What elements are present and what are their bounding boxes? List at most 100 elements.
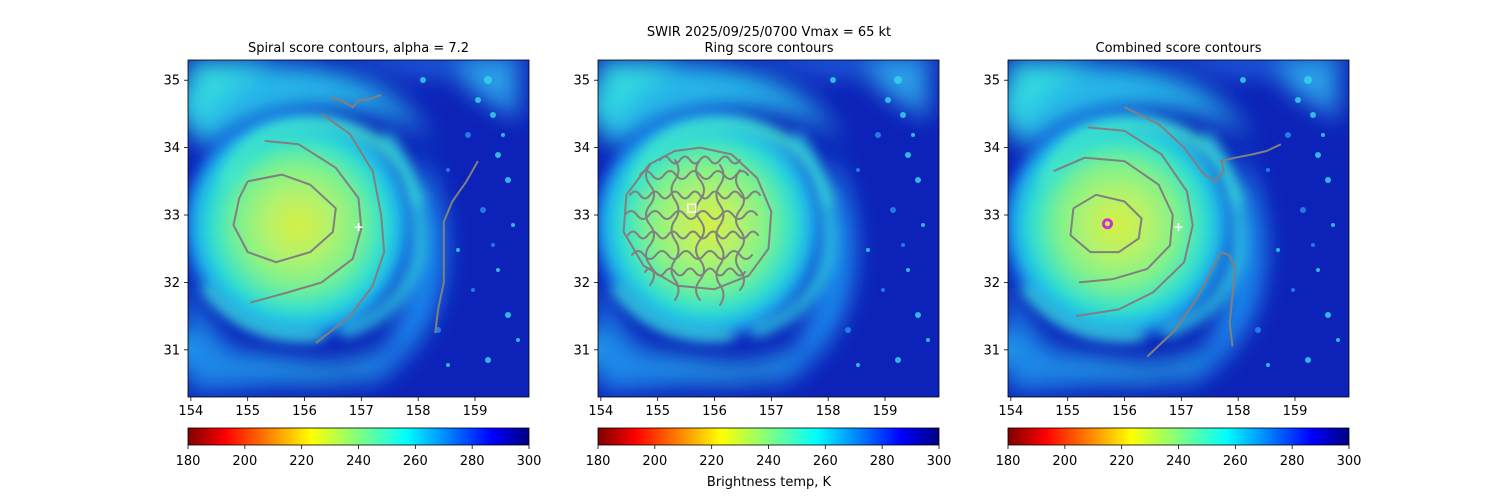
x-tick-label: 158 xyxy=(406,404,431,419)
colorbar-tick-label: 260 xyxy=(403,454,428,469)
y-tick-label: 31 xyxy=(163,343,180,358)
colorbar-ticks: 180 200 220 240 260 280 300 xyxy=(996,445,1362,469)
colorbar-tick-label: 240 xyxy=(1166,454,1191,469)
axes-frame xyxy=(1007,59,1350,398)
contour-outer-arc xyxy=(1076,126,1194,318)
contour-outer-arc xyxy=(315,113,386,344)
y-tick-label: 34 xyxy=(163,141,180,156)
x-tick-label: 159 xyxy=(463,404,488,419)
contour-lower-right-line xyxy=(1146,251,1237,358)
y-tick-label: 32 xyxy=(573,276,590,291)
contour-inner-ring xyxy=(1069,193,1143,254)
colorbar-tick-label: 300 xyxy=(517,454,542,469)
contour-group xyxy=(232,94,479,344)
x-tick-label: 154 xyxy=(178,404,203,419)
x-tick-label: 155 xyxy=(235,404,260,419)
center-plus-marker xyxy=(1174,223,1183,232)
x-tick-label: 158 xyxy=(816,404,841,419)
colorbar-tick-label: 180 xyxy=(586,454,611,469)
y-tick-label: 31 xyxy=(573,343,590,358)
colorbar-tick-label: 260 xyxy=(1223,454,1248,469)
y-axis: 31 32 33 34 35 xyxy=(573,74,598,358)
x-axis: 154 155 156 157 158 159 xyxy=(588,397,897,419)
colorbar-tick-label: 280 xyxy=(870,454,895,469)
contour-group xyxy=(1053,106,1282,358)
marker-group xyxy=(1101,218,1183,232)
x-axis: 154 155 156 157 158 159 xyxy=(178,397,487,419)
colorbar-tick-label: 240 xyxy=(346,454,371,469)
contour-upper-right-line xyxy=(1124,106,1282,183)
marker-group xyxy=(354,223,363,232)
x-tick-label: 155 xyxy=(1055,404,1080,419)
colorbar-tick-label: 220 xyxy=(289,454,314,469)
axes-frame xyxy=(187,59,530,398)
x-tick-label: 159 xyxy=(873,404,898,419)
y-tick-label: 34 xyxy=(983,141,1000,156)
ring-score-panel: Ring score contours 154 155 156 157 158 159 3… xyxy=(573,41,951,490)
suptitle: SWIR 2025/09/25/0700 Vmax = 65 kt xyxy=(647,25,891,40)
colorbar-tick-label: 220 xyxy=(699,454,724,469)
y-tick-label: 35 xyxy=(573,74,590,89)
colorbar-ticks: 180 200 220 240 260 280 300 xyxy=(586,445,952,469)
colorbar-tick-label: 200 xyxy=(232,454,257,469)
contour-middle-arc xyxy=(1053,156,1174,284)
colorbar xyxy=(1007,427,1350,446)
colorbar-tick-label: 180 xyxy=(996,454,1021,469)
colorbar-ticks: 180 200 220 240 260 280 300 xyxy=(176,445,542,469)
panel-title: Ring score contours xyxy=(704,41,833,56)
x-tick-label: 154 xyxy=(588,404,613,419)
contour-right-line xyxy=(434,160,479,334)
x-axis: 154 155 156 157 158 159 xyxy=(998,397,1307,419)
x-tick-label: 154 xyxy=(998,404,1023,419)
y-tick-label: 32 xyxy=(983,276,1000,291)
contour-inner-ring xyxy=(232,173,337,264)
colorbar xyxy=(597,427,940,446)
colorbar-tick-label: 200 xyxy=(642,454,667,469)
brightness-temp-image xyxy=(578,50,939,397)
axes-frame xyxy=(597,59,940,398)
y-tick-label: 34 xyxy=(573,141,590,156)
x-tick-label: 157 xyxy=(349,404,374,419)
panel-title: Spiral score contours, alpha = 7.2 xyxy=(248,41,469,56)
x-tick-label: 155 xyxy=(645,404,670,419)
colorbar-tick-label: 300 xyxy=(927,454,952,469)
colorbar-tick-label: 280 xyxy=(460,454,485,469)
colorbar-tick-label: 200 xyxy=(1052,454,1077,469)
x-tick-label: 156 xyxy=(702,404,727,419)
y-tick-label: 31 xyxy=(983,343,1000,358)
x-tick-label: 158 xyxy=(1226,404,1251,419)
contour-top-squiggle xyxy=(329,94,382,109)
ring-contour-noise xyxy=(624,155,761,306)
brightness-temp-image xyxy=(168,50,529,397)
x-tick-label: 159 xyxy=(1283,404,1308,419)
center-square-marker xyxy=(687,203,697,214)
y-axis: 31 32 33 34 35 xyxy=(983,74,1008,358)
center-plus-marker xyxy=(354,223,363,232)
x-tick-label: 156 xyxy=(292,404,317,419)
contour-middle-arc xyxy=(250,139,363,304)
x-tick-label: 156 xyxy=(1112,404,1137,419)
colorbar-tick-label: 180 xyxy=(176,454,201,469)
x-tick-label: 157 xyxy=(1169,404,1194,419)
y-tick-label: 33 xyxy=(983,209,1000,224)
panel-title: Combined score contours xyxy=(1096,41,1262,56)
marker-group xyxy=(687,203,697,214)
colorbar-label: Brightness temp, K xyxy=(707,475,832,490)
colorbar xyxy=(187,427,530,446)
spiral-score-panel: Spiral score contours, alpha = 7.2 154 15… xyxy=(163,41,541,469)
x-tick-label: 157 xyxy=(759,404,784,419)
combined-score-panel: Combined score contours 154 155 156 157 158 1… xyxy=(983,41,1361,469)
y-tick-label: 33 xyxy=(573,209,590,224)
colorbar-tick-label: 280 xyxy=(1280,454,1305,469)
colorbar-tick-label: 220 xyxy=(1109,454,1134,469)
y-tick-label: 35 xyxy=(983,74,1000,89)
center-ring-marker xyxy=(1101,218,1113,230)
y-tick-label: 33 xyxy=(163,209,180,224)
colorbar-tick-label: 240 xyxy=(756,454,781,469)
colorbar-tick-label: 300 xyxy=(1337,454,1362,469)
y-tick-label: 32 xyxy=(163,276,180,291)
y-tick-label: 35 xyxy=(163,74,180,89)
y-axis: 31 32 33 34 35 xyxy=(163,74,188,358)
colorbar-tick-label: 260 xyxy=(813,454,838,469)
